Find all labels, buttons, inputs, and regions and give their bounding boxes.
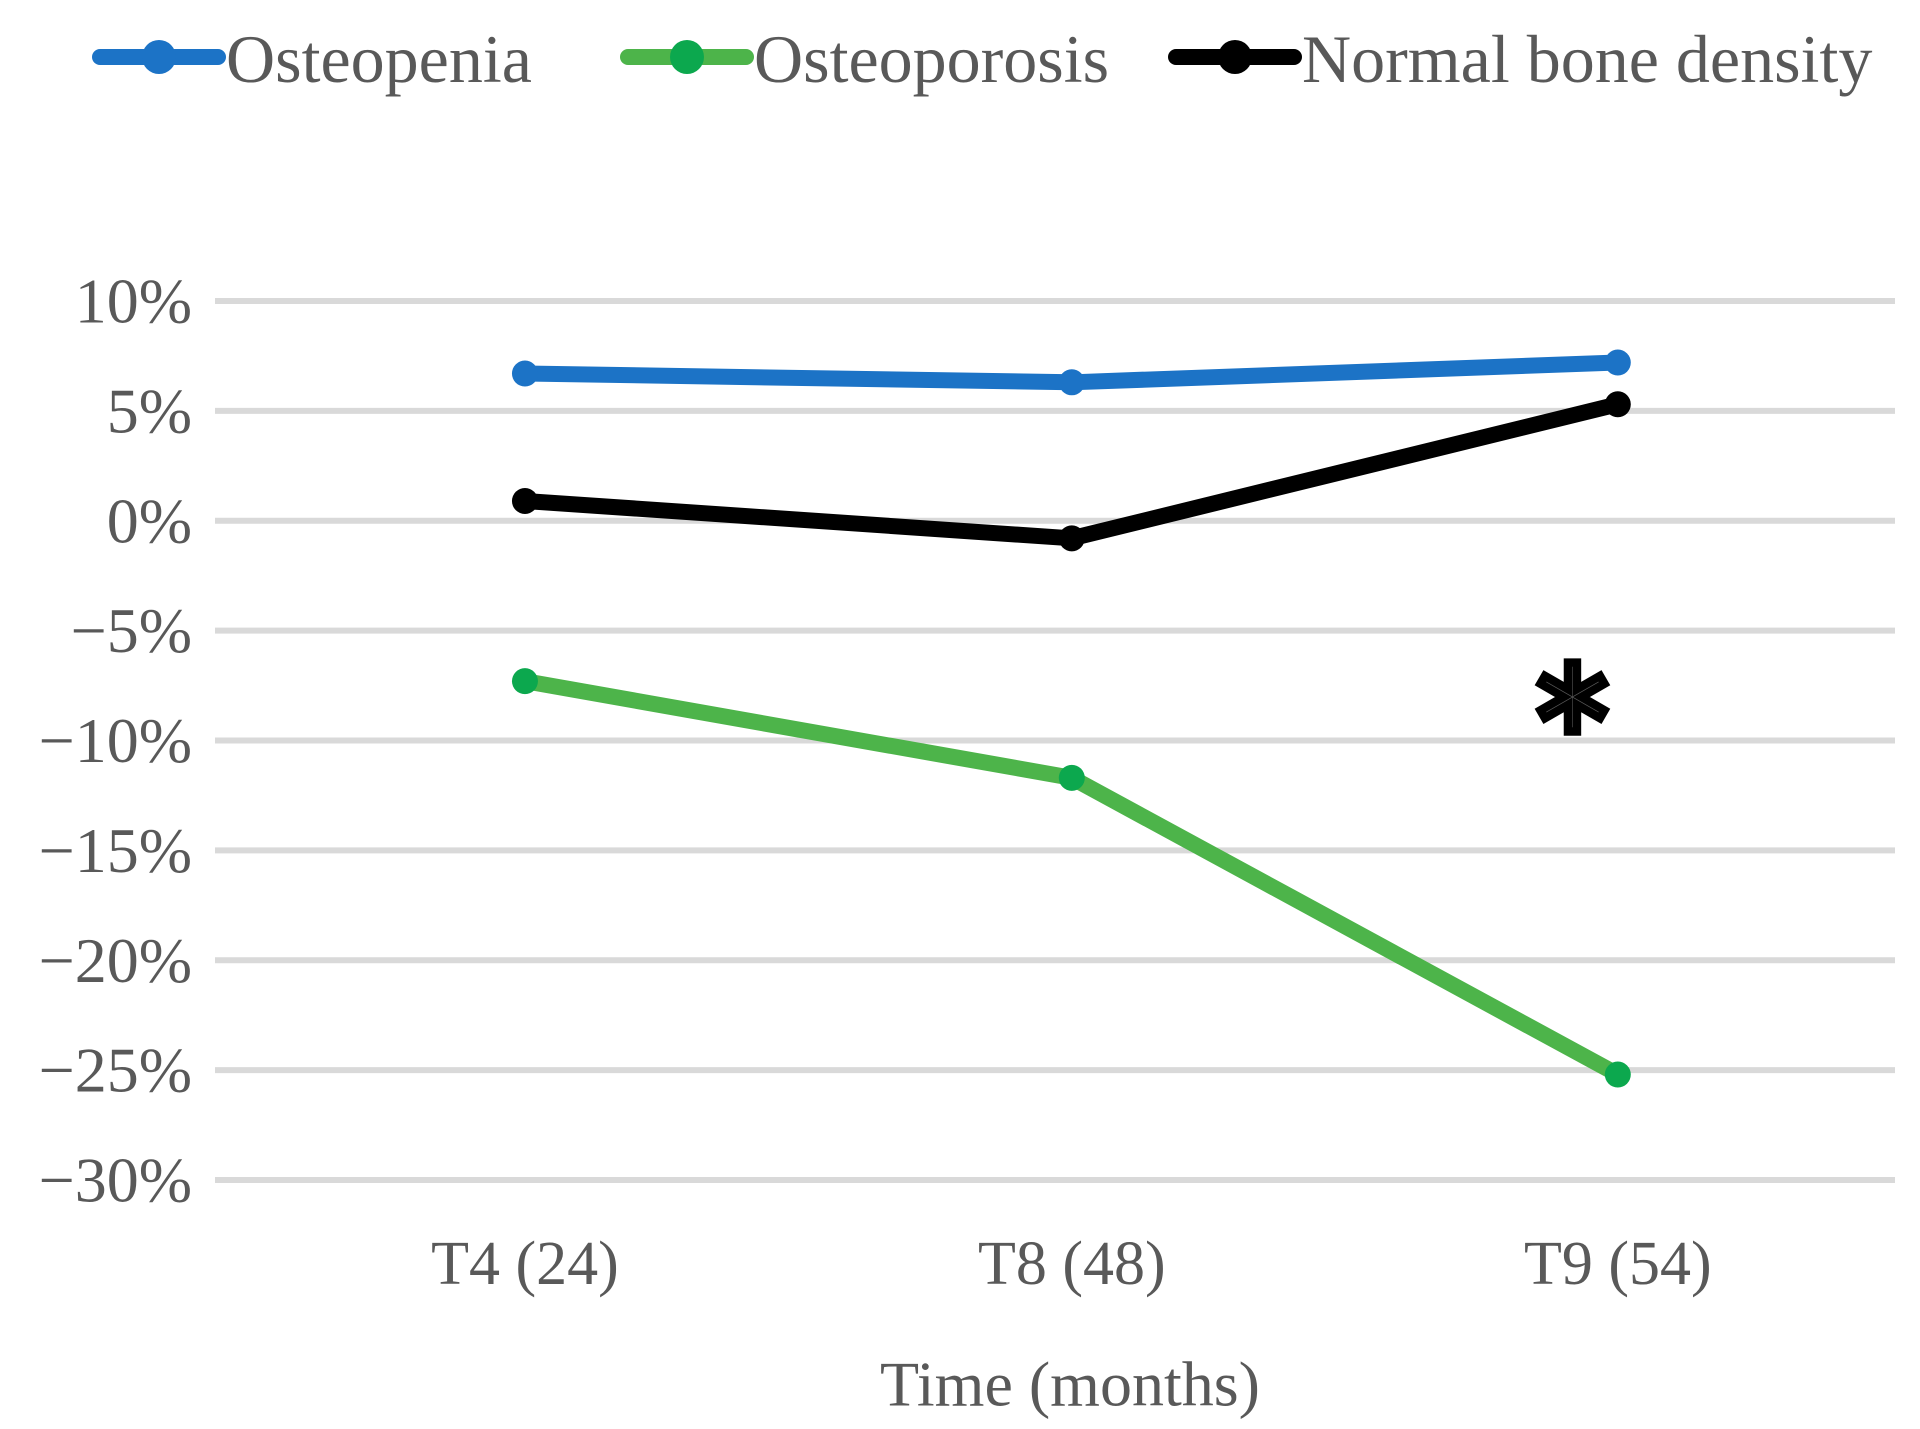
- legend-item-osteoporosis: Osteoporosis: [620, 21, 1109, 97]
- marker-normal-bone-density-2: [1604, 391, 1631, 418]
- marker-osteoporosis-0: [511, 668, 538, 695]
- legend-swatch-marker-normal-bone-density: [1218, 40, 1252, 74]
- legend-item-osteopenia: Osteopenia: [92, 21, 532, 97]
- ytick-label--30: −30%: [39, 1145, 192, 1216]
- legend-swatch-marker-osteopenia: [142, 40, 176, 74]
- ytick-label--15: −15%: [39, 815, 192, 886]
- legend-item-normal-bone-density: Normal bone density: [1168, 21, 1872, 97]
- ytick-label-0: 0%: [107, 485, 192, 556]
- legend-label-osteoporosis: Osteoporosis: [754, 21, 1109, 97]
- marker-normal-bone-density-0: [511, 487, 538, 514]
- legend-label-osteopenia: Osteopenia: [226, 21, 532, 97]
- xtick-label-1: T8 (48): [978, 1230, 1166, 1298]
- x-axis-title: Time (months): [880, 1349, 1260, 1420]
- ytick-label--20: −20%: [39, 925, 192, 996]
- ytick-label-5: 5%: [107, 375, 192, 446]
- legend-label-normal-bone-density: Normal bone density: [1302, 21, 1872, 97]
- ytick-label--10: −10%: [39, 705, 192, 776]
- ytick-label--5: −5%: [71, 595, 192, 666]
- ytick-label-10: 10%: [75, 266, 192, 337]
- marker-normal-bone-density-1: [1058, 525, 1085, 552]
- xtick-label-2: T9 (54): [1524, 1230, 1712, 1298]
- marker-osteoporosis-2: [1604, 1061, 1631, 1088]
- marker-osteoporosis-1: [1058, 764, 1085, 791]
- xtick-label-0: T4 (24): [431, 1230, 619, 1298]
- significance-asterisk: ∗: [1526, 633, 1618, 755]
- legend-swatch-marker-osteoporosis: [670, 40, 704, 74]
- marker-osteopenia-1: [1058, 369, 1085, 396]
- marker-osteopenia-0: [511, 360, 538, 387]
- marker-osteopenia-2: [1604, 349, 1631, 376]
- ytick-label--25: −25%: [39, 1035, 192, 1106]
